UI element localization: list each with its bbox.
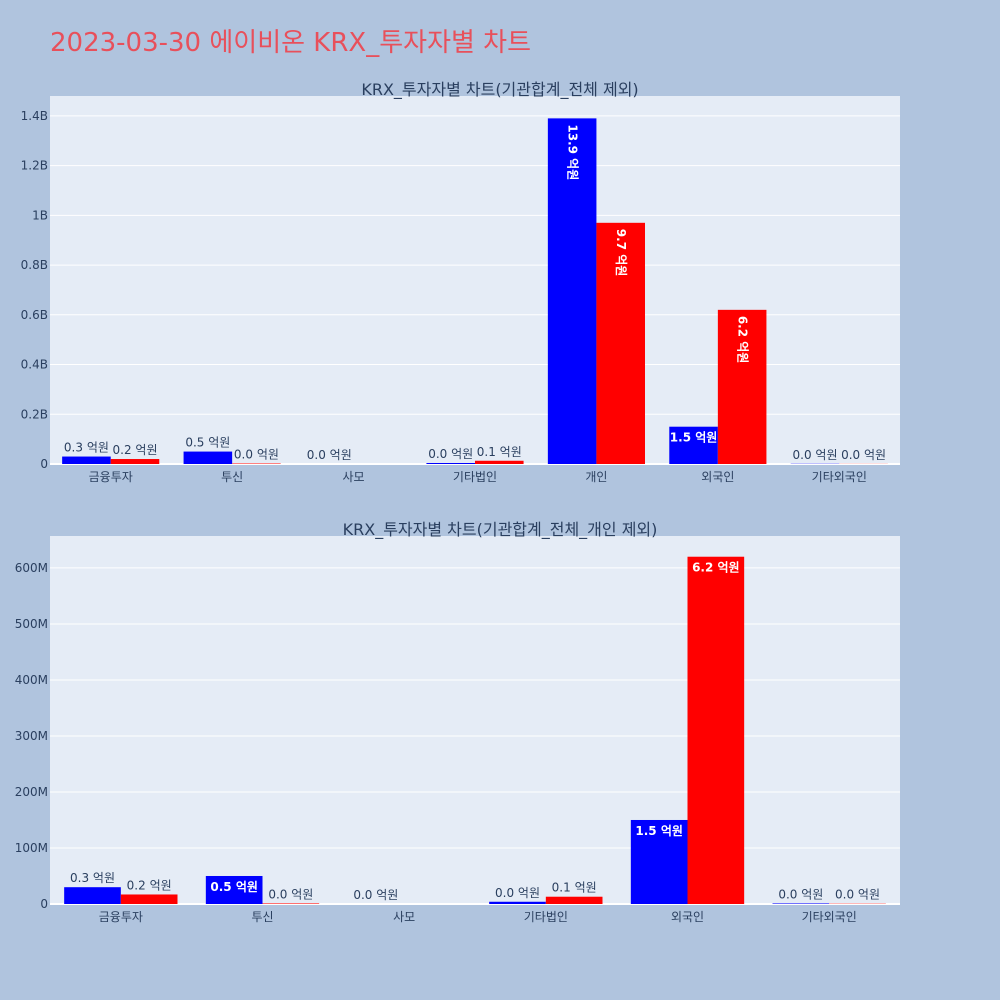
x-tick-label: 기타외국인 xyxy=(802,910,857,924)
bar xyxy=(545,896,603,904)
bar xyxy=(110,459,160,464)
bar-value-label: 0.0 억원 xyxy=(307,448,352,462)
x-tick-label: 개인 xyxy=(585,470,607,484)
bar-value-label: 0.0 억원 xyxy=(778,887,823,901)
bar xyxy=(426,463,475,464)
y-tick-label: 0.4B xyxy=(21,358,48,372)
investor-chart-top: KRX_투자자별 차트(기관합계_전체 제외) 0 0.2B 0.4B 0.6B 0.8B… xyxy=(21,80,900,484)
x-tick-label: 투신 xyxy=(251,910,273,924)
bar-value-label: 1.5 억원 xyxy=(635,824,683,838)
bar-value-label: 0.2 억원 xyxy=(113,443,158,457)
plot-area xyxy=(50,536,900,904)
bar-value-label: 0.0 억원 xyxy=(353,888,398,902)
bar-value-label: 0.0 억원 xyxy=(234,448,279,462)
y-tick-label: 300M xyxy=(15,729,48,743)
bar xyxy=(547,118,597,464)
bar-value-label: 6.2 억원 xyxy=(692,561,740,575)
bar-value-label: 0.3 억원 xyxy=(64,441,109,455)
x-tick-label: 사모 xyxy=(343,470,365,484)
y-tick-label: 1.4B xyxy=(21,109,48,123)
y-tick-label: 0.2B xyxy=(21,407,48,421)
bar-value-label: 0.5 억원 xyxy=(185,436,230,450)
x-tick-label: 투신 xyxy=(221,470,243,484)
y-tick-label: 500M xyxy=(15,617,48,631)
y-tick-label: 1B xyxy=(32,208,48,222)
x-tick-label: 외국인 xyxy=(671,910,704,924)
bar xyxy=(62,456,111,464)
y-tick-label: 200M xyxy=(15,785,48,799)
y-tick-label: 0.8B xyxy=(21,258,48,272)
bar-value-label: 0.0 억원 xyxy=(268,887,313,901)
bar-value-label: 9.7 억원 xyxy=(614,229,628,277)
bar xyxy=(489,901,546,904)
y-tick-label: 0.6B xyxy=(21,308,48,322)
x-tick-label: 기타법인 xyxy=(453,470,497,484)
x-tick-label: 금융투자 xyxy=(99,910,143,924)
bar-value-label: 0.0 억원 xyxy=(835,888,880,902)
x-tick-label: 기타외국인 xyxy=(812,470,867,484)
bar-value-label: 0.3 억원 xyxy=(70,871,115,885)
y-tick-label: 0 xyxy=(40,897,48,911)
chart-title: KRX_투자자별 차트(기관합계_전체 제외) xyxy=(361,80,638,100)
bar xyxy=(630,819,688,904)
bar xyxy=(120,894,178,904)
bar-value-label: 0.0 억원 xyxy=(428,447,473,461)
x-tick-label: 기타법인 xyxy=(524,910,568,924)
bar-value-label: 0.1 억원 xyxy=(552,881,597,895)
bar xyxy=(596,222,645,464)
bar-value-label: 1.5 억원 xyxy=(670,431,718,445)
bar xyxy=(205,875,263,904)
bar-value-label: 0.0 억원 xyxy=(793,448,838,462)
bar xyxy=(669,426,718,464)
y-tick-label: 1.2B xyxy=(21,159,48,173)
bar xyxy=(64,887,121,904)
bar-value-label: 0.1 억원 xyxy=(477,445,522,459)
bar-value-label: 0.5 억원 xyxy=(210,880,258,894)
y-tick-label: 600M xyxy=(15,561,48,575)
bar-value-label: 0.0 억원 xyxy=(495,886,540,900)
y-tick-label: 400M xyxy=(15,673,48,687)
bar xyxy=(717,309,767,464)
x-tick-label: 외국인 xyxy=(701,470,734,484)
bar-value-label: 0.2 억원 xyxy=(127,878,172,892)
bar xyxy=(687,556,745,904)
bar xyxy=(772,903,830,904)
bar-value-label: 13.9 억원 xyxy=(566,124,580,180)
chart-title: KRX_투자자별 차트(기관합계_전체_개인 제외) xyxy=(343,520,658,540)
bar xyxy=(183,451,233,464)
bar-value-label: 0.0 억원 xyxy=(841,448,886,462)
x-tick-label: 금융투자 xyxy=(89,470,133,484)
bar xyxy=(262,903,320,904)
bar xyxy=(475,460,524,464)
y-tick-label: 100M xyxy=(15,841,48,855)
x-tick-label: 사모 xyxy=(393,910,415,924)
page-title: 2023-03-30 에이비온 KRX_투자자별 차트 xyxy=(50,28,532,58)
y-tick-label: 0 xyxy=(40,457,48,471)
bar-value-label: 6.2 억원 xyxy=(736,316,750,364)
